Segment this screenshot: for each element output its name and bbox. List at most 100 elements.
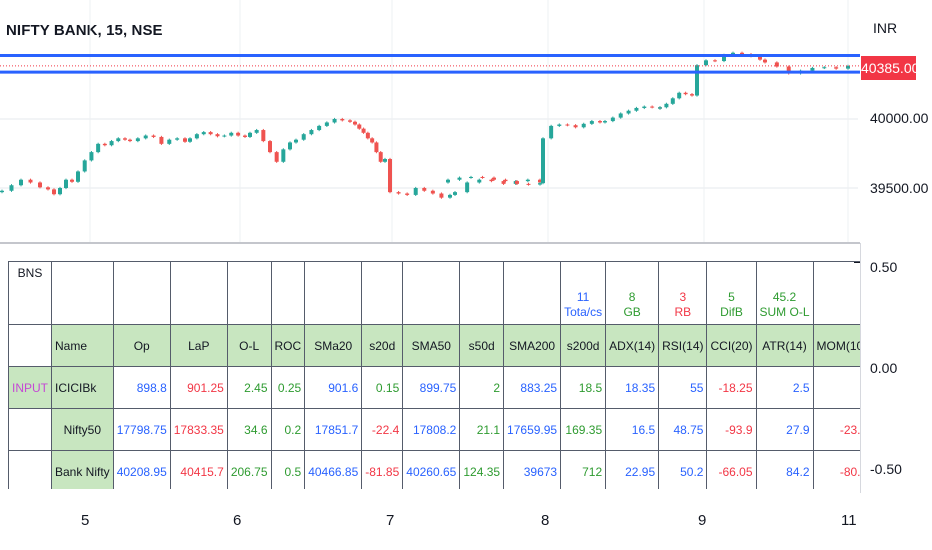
candle-body: [683, 92, 688, 95]
table-cell: 40208.95: [112, 450, 171, 489]
table-cell: 55: [658, 366, 708, 409]
table-cell: 0.25: [270, 366, 306, 409]
table-header-cell: s20d: [361, 324, 404, 367]
table-cell: -22.4: [361, 408, 404, 451]
candle-body: [183, 138, 187, 142]
table-header-cell: Name: [51, 324, 114, 367]
table-header-cell: MOM(10): [812, 324, 860, 367]
candle-body: [294, 139, 298, 143]
row-tag: [8, 450, 52, 489]
table-header-cell: SMA50: [402, 324, 461, 367]
indicator-axis-tick: -0.50: [870, 461, 902, 477]
table-cell: -23.5: [812, 408, 860, 451]
candle-body: [123, 138, 127, 140]
candle-body: [82, 160, 87, 172]
candle-body: [353, 121, 357, 125]
candle-body: [208, 132, 213, 135]
table-header-row: Name Op LaP O-L ROC SMa20 s20d SMA50 s50d SMA200 s…: [8, 324, 860, 367]
table-cell: -80.5: [812, 450, 860, 489]
table-row: Bank Nifty 40208.95 40415.7 206.75 0.5 40466.…: [8, 450, 860, 489]
table-cell: 48.75: [658, 408, 708, 451]
table-cell: 18.5: [560, 366, 607, 409]
candle-body: [357, 124, 362, 129]
candle-body: [9, 185, 14, 191]
table-cell: 0.15: [361, 366, 404, 409]
table-cell: 901.25: [169, 366, 228, 409]
candle-body: [0, 190, 4, 193]
candle-body: [786, 66, 791, 74]
time-axis-tick: 5: [81, 512, 90, 529]
candle-body: [365, 132, 370, 139]
last-price-tag: 40385.00: [861, 56, 919, 80]
table-cell: 22.95: [605, 450, 660, 489]
candle-body: [642, 106, 647, 108]
candle-body: [194, 134, 199, 139]
candle-body: [538, 179, 542, 183]
indicator-axis-tick: 0.50: [870, 259, 898, 275]
table-cell: 40466.85: [304, 450, 363, 489]
table-cell: 169.35: [560, 408, 607, 451]
candle-body: [492, 177, 496, 180]
candle-body: [565, 124, 570, 126]
candle-body: [19, 179, 23, 186]
candle-body: [135, 138, 140, 142]
time-axis-tick: 9: [698, 512, 707, 529]
table-header-cell: SMa20: [304, 324, 363, 367]
candle-body: [846, 65, 850, 69]
table-cell: 0: [812, 366, 860, 409]
candle-body: [439, 193, 444, 198]
candle-body: [774, 62, 779, 67]
candle-body: [309, 130, 314, 135]
candle-body: [589, 121, 594, 124]
table-cell: 27.9: [755, 408, 814, 451]
candle-body: [64, 179, 68, 188]
candle-body: [229, 132, 234, 136]
summary-sum-ol: 45.2 SUM O-L: [755, 261, 814, 325]
table-cell: 2.5: [755, 366, 814, 409]
candle-body: [109, 141, 114, 146]
candle-body: [268, 141, 272, 153]
candle-body: [634, 107, 639, 111]
pane-separator[interactable]: [0, 242, 860, 244]
row-symbol: ICICIBk: [51, 366, 114, 409]
candle-body: [361, 128, 366, 133]
candle-body: [430, 190, 435, 194]
candle-body: [469, 176, 473, 178]
table-cell: 17808.2: [402, 408, 461, 451]
table-row: INPUT ICICIBk 898.8 901.25 2.45 0.25 901.6 0.15…: [8, 366, 860, 409]
candle-body: [159, 136, 164, 144]
candle-body: [46, 187, 50, 190]
candle-body: [489, 179, 494, 182]
candle-body: [822, 67, 827, 69]
candle-body: [96, 143, 101, 153]
row-symbol: Nifty50: [51, 408, 114, 451]
candle-body: [618, 113, 623, 118]
candle-body: [422, 188, 427, 191]
table-cell: 50.2: [658, 450, 708, 489]
candle-body: [324, 122, 329, 126]
table-header-cell: SMA200: [503, 324, 562, 367]
candle-body: [396, 192, 401, 194]
time-axis-tick: 8: [541, 512, 550, 529]
table-header-cell: LaP: [169, 324, 228, 367]
candle-body: [573, 125, 578, 128]
candle-body: [664, 103, 669, 108]
candle-body: [480, 176, 485, 178]
candle-body: [383, 159, 387, 162]
candle-body: [348, 120, 352, 122]
candle-body: [690, 94, 694, 96]
chart-title: NIFTY BANK, 15, NSE: [6, 22, 163, 39]
candle-body: [448, 194, 452, 198]
candle-body: [610, 117, 615, 122]
table-header-cell: RSI(14): [658, 324, 708, 367]
price-axis-tick: 39500.00: [870, 180, 929, 196]
table-header-cell: O-L: [226, 324, 272, 367]
candle-body: [222, 135, 227, 137]
candle-body: [503, 179, 508, 182]
candle-body: [515, 181, 519, 184]
candle-body: [763, 59, 767, 63]
table-cell: 40260.65: [402, 450, 461, 489]
candle-body: [116, 138, 121, 142]
candle-body: [89, 152, 94, 161]
